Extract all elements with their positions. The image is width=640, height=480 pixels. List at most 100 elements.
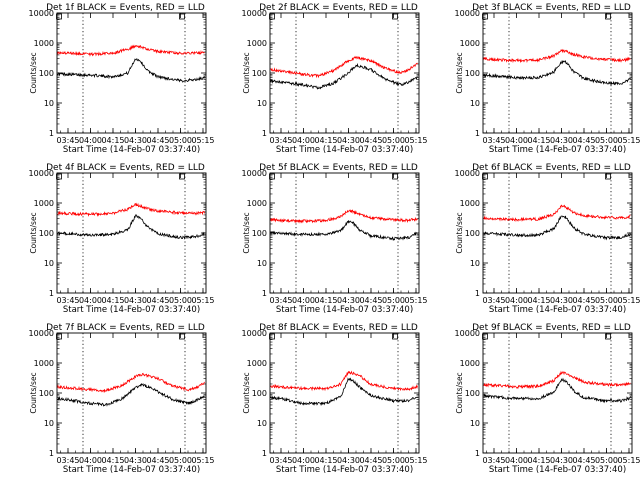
- x-tick-label: 05:00: [169, 456, 192, 465]
- y-tick-label: 10: [44, 259, 54, 268]
- x-tick-label: 04:45: [359, 296, 382, 305]
- x-axis-label: Start Time (14-Feb-07 03:37:40): [276, 305, 413, 315]
- y-tick-label: 1: [262, 449, 267, 458]
- lld-series-line: [270, 55, 418, 79]
- x-tick-label: 04:00: [292, 296, 315, 305]
- chart-title: Det 4f BLACK = Events, RED = LLD: [46, 163, 205, 173]
- y-tick-label: 1000: [460, 199, 480, 208]
- x-tick-label: 04:30: [124, 296, 147, 305]
- marker-box: [605, 333, 611, 340]
- y-tick-label: 100: [465, 69, 480, 78]
- chart-title: Det 2f BLACK = Events, RED = LLD: [259, 3, 418, 13]
- x-tick-label: 04:00: [505, 136, 528, 145]
- x-tick-label: 03:45: [269, 136, 292, 145]
- x-tick-label: 05:00: [595, 136, 618, 145]
- y-tick-label: 10000: [455, 9, 480, 18]
- x-tick-label: 03:45: [482, 456, 505, 465]
- marker-box: [56, 173, 62, 180]
- x-tick-label: 04:00: [292, 136, 315, 145]
- x-tick-label: 04:30: [124, 136, 147, 145]
- x-axis-label: Start Time (14-Feb-07 03:37:40): [489, 465, 626, 475]
- events-series-line: [57, 213, 205, 240]
- y-tick-label: 1: [475, 129, 480, 138]
- x-tick-label: 04:15: [314, 136, 337, 145]
- x-tick-label: 04:45: [572, 136, 595, 145]
- y-tick-label: 10: [257, 99, 267, 108]
- y-axis-label: Counts/sec: [242, 212, 251, 253]
- y-axis-label: Counts/sec: [455, 52, 464, 93]
- x-tick-label: 04:30: [550, 136, 573, 145]
- x-tick-label: 05:15: [404, 136, 427, 145]
- marker-box: [179, 333, 185, 340]
- x-tick-label: 04:30: [337, 456, 360, 465]
- x-tick-label: 05:00: [382, 136, 405, 145]
- events-series-line: [483, 215, 631, 241]
- marker-box: [392, 13, 398, 20]
- y-axis-label: Counts/sec: [242, 372, 251, 413]
- y-tick-label: 10000: [29, 329, 54, 338]
- x-tick-label: 05:00: [169, 136, 192, 145]
- chart-panel: Det 5f BLACK = Events, RED = LLD 1 10 100 10…: [242, 163, 428, 315]
- y-tick-label: 100: [39, 229, 54, 238]
- marker-box: [482, 173, 488, 180]
- x-tick-label: 04:30: [124, 456, 147, 465]
- x-tick-label: 04:45: [146, 456, 169, 465]
- y-tick-label: 1: [262, 129, 267, 138]
- x-tick-label: 05:00: [382, 456, 405, 465]
- marker-box: [269, 333, 275, 340]
- x-tick-label: 04:45: [572, 456, 595, 465]
- y-tick-label: 100: [252, 389, 267, 398]
- y-axis-label: Counts/sec: [455, 372, 464, 413]
- x-axis-label: Start Time (14-Feb-07 03:37:40): [63, 145, 200, 155]
- y-tick-label: 1000: [247, 359, 267, 368]
- y-tick-label: 1000: [34, 359, 54, 368]
- y-tick-label: 100: [39, 389, 54, 398]
- marker-box: [269, 173, 275, 180]
- x-axis-label: Start Time (14-Feb-07 03:37:40): [276, 145, 413, 155]
- plot-frame: [482, 172, 633, 294]
- y-axis-label: Counts/sec: [29, 372, 38, 413]
- plot-frame: [269, 12, 420, 134]
- events-series-line: [270, 377, 418, 407]
- x-tick-label: 05:00: [169, 296, 192, 305]
- lld-series-line: [270, 209, 418, 224]
- x-tick-label: 03:45: [56, 296, 79, 305]
- x-tick-label: 04:30: [550, 296, 573, 305]
- events-series-line: [483, 377, 631, 404]
- x-tick-label: 04:30: [550, 456, 573, 465]
- x-axis-label: Start Time (14-Feb-07 03:37:40): [276, 465, 413, 475]
- chart-title: Det 6f BLACK = Events, RED = LLD: [472, 163, 631, 173]
- chart-title: Det 5f BLACK = Events, RED = LLD: [259, 163, 418, 173]
- plot-frame: [269, 172, 420, 294]
- y-tick-label: 1000: [247, 39, 267, 48]
- chart-title: Det 3f BLACK = Events, RED = LLD: [472, 3, 631, 13]
- x-tick-label: 05:00: [595, 296, 618, 305]
- x-tick-label: 04:30: [337, 296, 360, 305]
- chart-panel: Det 3f BLACK = Events, RED = LLD 1 10 100 10…: [455, 3, 640, 155]
- y-tick-label: 1000: [34, 39, 54, 48]
- plot-frame: [482, 12, 633, 134]
- y-tick-label: 1: [475, 289, 480, 298]
- x-axis-label: Start Time (14-Feb-07 03:37:40): [489, 305, 626, 315]
- x-tick-label: 04:45: [572, 296, 595, 305]
- x-tick-label: 03:45: [269, 296, 292, 305]
- x-tick-label: 04:15: [527, 296, 550, 305]
- chart-title: Det 7f BLACK = Events, RED = LLD: [46, 323, 205, 333]
- x-tick-label: 04:45: [359, 136, 382, 145]
- events-series-line: [270, 220, 418, 241]
- marker-box: [56, 13, 62, 20]
- events-series-line: [57, 58, 205, 83]
- x-tick-label: 04:00: [505, 296, 528, 305]
- x-axis-label: Start Time (14-Feb-07 03:37:40): [63, 465, 200, 475]
- chart-title: Det 1f BLACK = Events, RED = LLD: [46, 3, 205, 13]
- plot-frame: [269, 332, 420, 454]
- x-axis-label: Start Time (14-Feb-07 03:37:40): [489, 145, 626, 155]
- marker-box: [392, 173, 398, 180]
- x-tick-label: 04:45: [359, 456, 382, 465]
- events-series-line: [483, 59, 631, 87]
- x-tick-label: 05:15: [191, 456, 214, 465]
- y-tick-label: 10000: [455, 169, 480, 178]
- lld-series-line: [483, 370, 631, 390]
- x-tick-label: 05:15: [617, 456, 640, 465]
